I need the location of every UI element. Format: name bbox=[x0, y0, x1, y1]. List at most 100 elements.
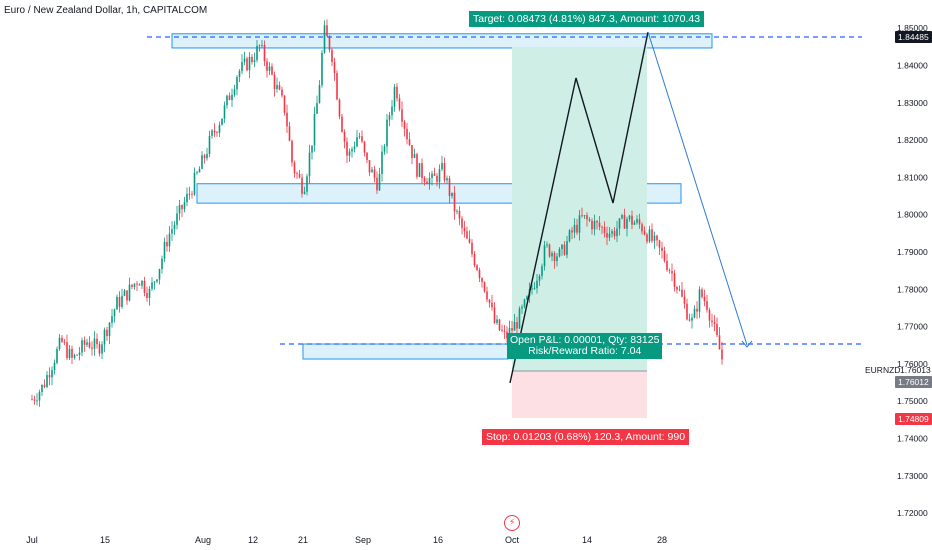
candle-body bbox=[286, 112, 288, 127]
stop-label[interactable]: Stop: 0.01203 (0.68%) 120.3, Amount: 990 bbox=[482, 429, 690, 445]
candle-body bbox=[98, 344, 101, 354]
candle-body bbox=[231, 94, 233, 101]
candle-body bbox=[96, 338, 98, 345]
candle-body bbox=[66, 342, 68, 359]
candle-body bbox=[633, 222, 636, 225]
candle-body bbox=[413, 154, 416, 158]
candle-body bbox=[453, 192, 456, 212]
candle-body bbox=[213, 130, 216, 133]
target-zone bbox=[512, 47, 647, 372]
candle-body bbox=[716, 323, 718, 336]
candle-body bbox=[718, 335, 721, 350]
candle-body bbox=[183, 202, 186, 210]
candle-body bbox=[288, 126, 291, 141]
candle-body bbox=[236, 77, 238, 90]
open-pnl-label[interactable]: Open P&L: 0.00001, Qty: 83125 Risk/Rewar… bbox=[507, 333, 663, 359]
target-label[interactable]: Target: 0.08473 (4.81%) 847.3, Amount: 1… bbox=[469, 11, 705, 27]
candle-body bbox=[618, 218, 621, 229]
candle-body bbox=[663, 251, 666, 261]
candle-body bbox=[411, 145, 413, 158]
candle-body bbox=[473, 254, 476, 266]
candle-body bbox=[238, 71, 241, 78]
candle-body bbox=[328, 36, 331, 50]
candle-body bbox=[468, 238, 471, 243]
candle-body bbox=[628, 215, 631, 220]
x-tick-label: 15 bbox=[100, 535, 110, 545]
candle-body bbox=[296, 173, 298, 175]
candle-body bbox=[61, 337, 63, 342]
candle-body bbox=[393, 86, 396, 107]
x-tick-label: Aug bbox=[195, 535, 211, 545]
candle-body bbox=[366, 152, 368, 160]
candle-body bbox=[206, 153, 208, 159]
candle-body bbox=[313, 113, 316, 146]
candle-body bbox=[471, 242, 473, 255]
candle-body bbox=[431, 173, 433, 179]
candle-body bbox=[181, 205, 183, 210]
candle-body bbox=[621, 215, 623, 219]
candle-body bbox=[291, 140, 293, 163]
stop-zone bbox=[512, 371, 647, 418]
candle-body bbox=[268, 66, 271, 71]
projected-path bbox=[509, 31, 649, 384]
candle-body bbox=[226, 95, 228, 106]
candle-body bbox=[91, 347, 93, 349]
candle-body bbox=[403, 121, 406, 129]
candle-body bbox=[178, 205, 181, 214]
candle-body bbox=[638, 219, 641, 225]
candle-body bbox=[476, 265, 478, 271]
candle-body bbox=[421, 163, 423, 179]
candle-body bbox=[376, 177, 378, 191]
target-price-label: 1.84485 bbox=[895, 31, 932, 43]
candle-body bbox=[156, 279, 158, 282]
candle-body bbox=[246, 58, 248, 71]
candle-body bbox=[163, 241, 166, 259]
candle-body bbox=[501, 330, 503, 331]
x-tick-label: 21 bbox=[298, 535, 308, 545]
candle-body bbox=[378, 173, 381, 191]
candle-body bbox=[173, 224, 176, 230]
candle-body bbox=[646, 234, 648, 242]
candle-body bbox=[258, 45, 261, 47]
candle-body bbox=[593, 221, 596, 230]
candle-body bbox=[573, 224, 576, 233]
candle-body bbox=[176, 213, 178, 225]
candle-body bbox=[63, 341, 66, 343]
candle-body bbox=[373, 169, 376, 178]
current-price-label: 1.76012 bbox=[895, 376, 932, 388]
candle-body bbox=[423, 178, 426, 182]
candle-body bbox=[398, 98, 401, 110]
candle-body bbox=[391, 106, 393, 116]
candle-body bbox=[461, 218, 463, 228]
candle-body bbox=[326, 25, 328, 37]
candle-body bbox=[368, 159, 371, 173]
candle-body bbox=[486, 291, 488, 300]
candle-body bbox=[371, 169, 373, 173]
demand-supply-zone bbox=[302, 343, 509, 360]
candle-body bbox=[211, 130, 213, 136]
candle-body bbox=[566, 241, 568, 255]
candle-body bbox=[333, 62, 336, 74]
y-tick-label: 1.84000 bbox=[897, 60, 928, 70]
candle-body bbox=[318, 85, 321, 104]
candle-body bbox=[263, 44, 266, 62]
candle-body bbox=[298, 174, 301, 178]
candle-body bbox=[463, 227, 466, 232]
candle-body bbox=[73, 354, 76, 358]
candle-body bbox=[278, 85, 281, 90]
tradingview-logo-icon: ⚡ bbox=[504, 515, 520, 531]
candle-body bbox=[303, 191, 306, 194]
candle-body bbox=[356, 137, 358, 147]
candle-body bbox=[603, 227, 606, 234]
candle-body bbox=[623, 215, 626, 229]
y-tick-label: 1.79000 bbox=[897, 247, 928, 257]
x-tick-label: Jul bbox=[26, 535, 38, 545]
candle-body bbox=[388, 115, 391, 120]
candle-body bbox=[681, 289, 683, 297]
candle-body bbox=[346, 141, 348, 156]
candle-body bbox=[536, 280, 538, 289]
candle-body bbox=[466, 231, 468, 239]
candle-body bbox=[151, 282, 153, 289]
candle-body bbox=[228, 95, 231, 101]
